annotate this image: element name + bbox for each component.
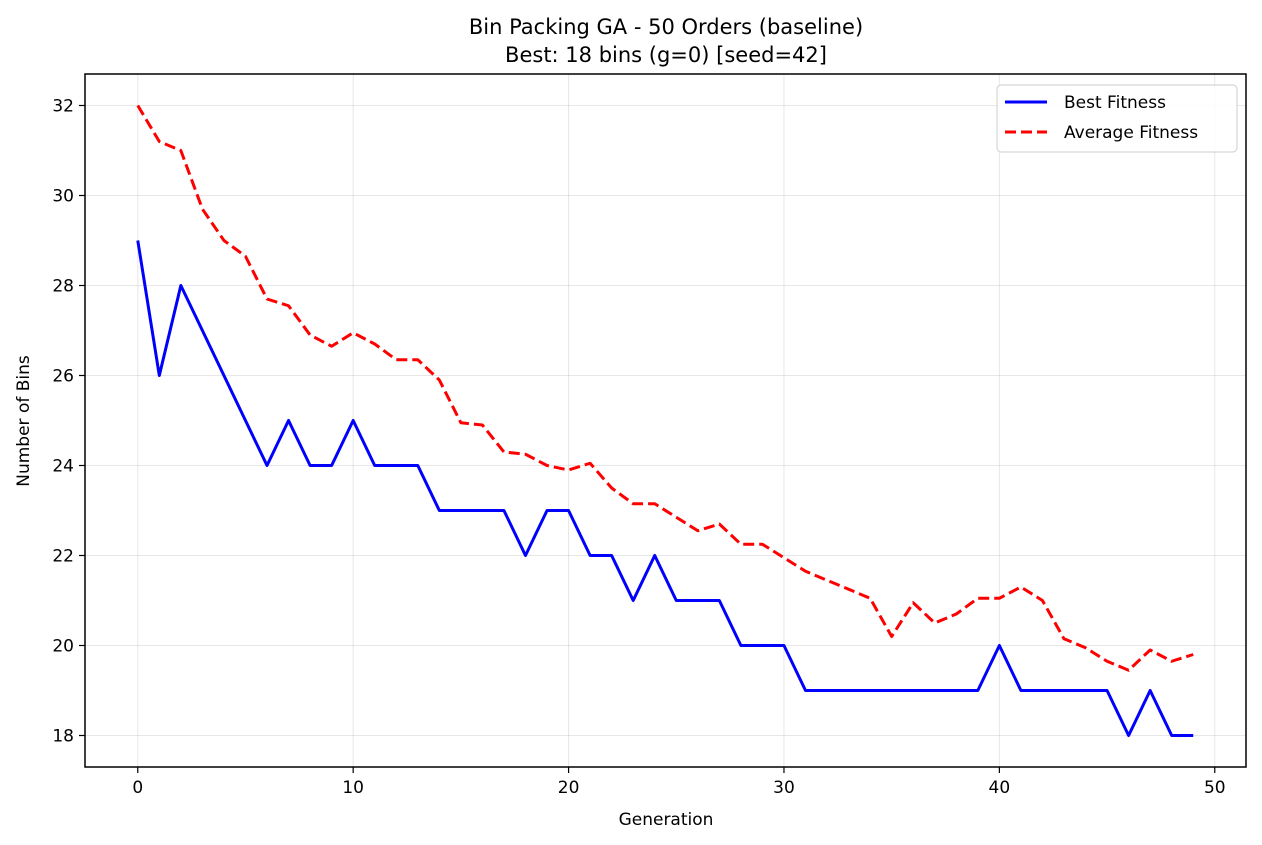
y-axis: 18 20 22 24 26 28 30 32 [52, 97, 85, 747]
y-tick-label: 28 [52, 277, 74, 297]
x-axis-label: Generation [619, 810, 714, 830]
y-tick-label: 18 [52, 727, 74, 747]
y-tick-label: 22 [52, 547, 74, 567]
y-tick-label: 26 [52, 367, 74, 387]
y-tick-label: 20 [52, 637, 74, 657]
y-tick-label: 24 [52, 457, 74, 477]
x-tick-label: 10 [342, 778, 364, 798]
y-tick-label: 30 [52, 187, 74, 207]
legend-box [996, 84, 1238, 153]
series-line-best-fitness [136, 240, 1194, 737]
y-axis-label: Number of Bins [14, 355, 34, 487]
x-tick-label: 40 [989, 778, 1011, 798]
x-tick-label: 50 [1204, 778, 1226, 798]
x-tick-label: 0 [132, 778, 143, 798]
series-line-average-fitness [136, 104, 1194, 672]
plot-frame [84, 73, 1247, 768]
chart-subtitle: Best: 18 bins (g=0) [seed=42] [505, 43, 827, 67]
y-tick-label: 32 [52, 97, 74, 117]
chart-title: Bin Packing GA - 50 Orders (baseline) [469, 15, 863, 39]
x-tick-label: 20 [558, 778, 580, 798]
series-layer [136, 104, 1194, 737]
x-tick-label: 30 [773, 778, 795, 798]
legend: Best Fitness Average Fitness [996, 84, 1238, 153]
legend-label: Best Fitness [1064, 93, 1166, 113]
grid [85, 74, 1246, 767]
x-axis: 0 10 20 30 40 50 [132, 767, 1226, 798]
legend-label: Average Fitness [1064, 123, 1198, 143]
